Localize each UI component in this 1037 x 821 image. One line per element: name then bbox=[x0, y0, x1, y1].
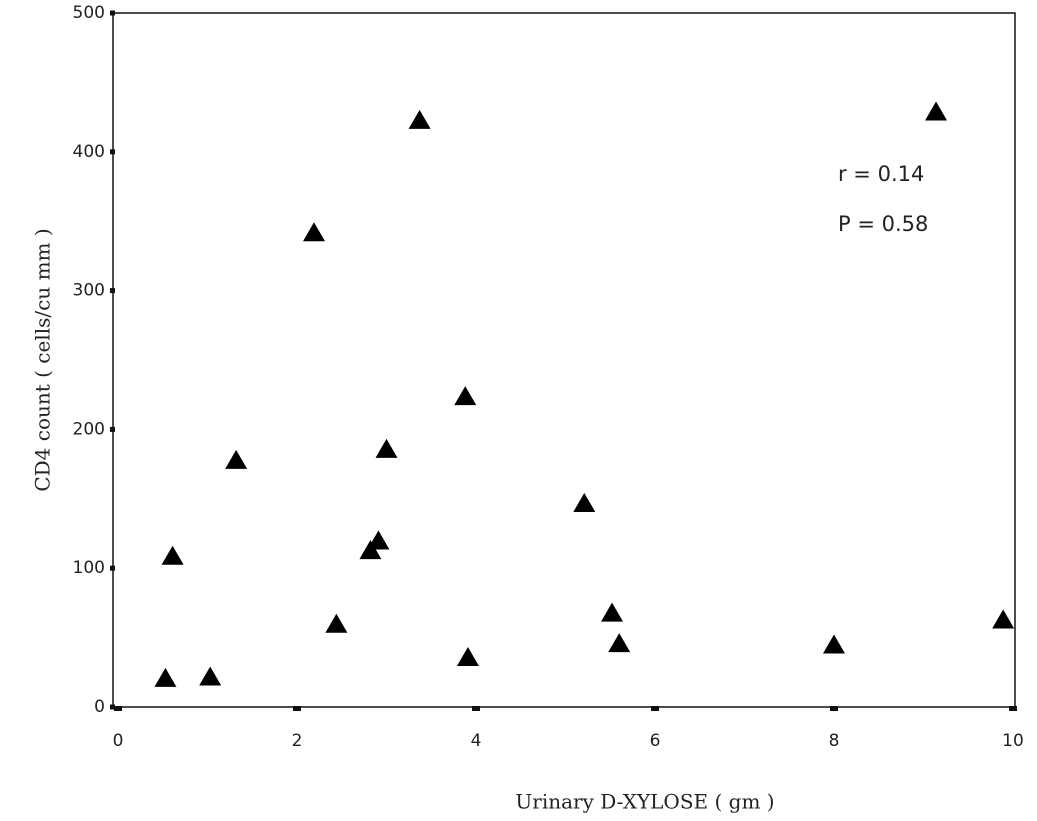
data-point bbox=[359, 540, 382, 560]
x-tick-label: 8 bbox=[829, 731, 840, 751]
data-point bbox=[303, 222, 326, 242]
x-tick-label: 2 bbox=[292, 731, 303, 751]
x-axis-label: Urinary D-XYLOSE ( gm ) bbox=[515, 790, 774, 814]
data-point bbox=[456, 647, 479, 667]
data-point bbox=[154, 667, 177, 687]
data-point bbox=[925, 101, 948, 121]
data-point bbox=[573, 492, 596, 512]
y-tick bbox=[110, 426, 115, 432]
x-tick bbox=[114, 706, 122, 711]
plot-frame bbox=[112, 12, 1016, 708]
y-tick bbox=[110, 10, 115, 16]
x-tick-label: 6 bbox=[650, 731, 661, 751]
data-point bbox=[601, 602, 624, 622]
data-point bbox=[161, 545, 184, 565]
x-tick bbox=[1009, 706, 1017, 711]
x-tick bbox=[830, 706, 838, 711]
y-tick-label: 0 bbox=[94, 697, 105, 717]
x-tick bbox=[293, 706, 301, 711]
y-tick bbox=[110, 149, 115, 155]
x-tick bbox=[472, 706, 480, 711]
y-axis-label: CD4 count ( cells/cu mm ) bbox=[31, 228, 55, 491]
y-tick bbox=[110, 565, 115, 571]
y-tick-label: 300 bbox=[73, 281, 105, 301]
y-tick-label: 500 bbox=[73, 3, 105, 23]
x-tick-label: 10 bbox=[1002, 731, 1024, 751]
data-point bbox=[823, 634, 845, 654]
x-tick-label: 4 bbox=[471, 731, 482, 751]
data-point bbox=[367, 530, 390, 550]
data-point bbox=[992, 609, 1015, 629]
y-tick-label: 200 bbox=[73, 419, 105, 439]
y-tick bbox=[110, 704, 115, 710]
data-point bbox=[608, 633, 631, 653]
x-tick bbox=[651, 706, 659, 711]
y-tick-label: 100 bbox=[73, 558, 105, 578]
annotation: P = 0.58 bbox=[838, 212, 928, 236]
data-point bbox=[408, 109, 431, 129]
data-point bbox=[375, 438, 398, 458]
x-tick-label: 0 bbox=[113, 731, 124, 751]
data-point bbox=[454, 386, 477, 406]
data-point bbox=[225, 449, 248, 469]
data-point bbox=[325, 613, 348, 633]
y-tick bbox=[110, 288, 115, 294]
data-point bbox=[199, 666, 222, 686]
y-tick-label: 400 bbox=[73, 142, 105, 162]
annotation: r = 0.14 bbox=[838, 162, 924, 186]
